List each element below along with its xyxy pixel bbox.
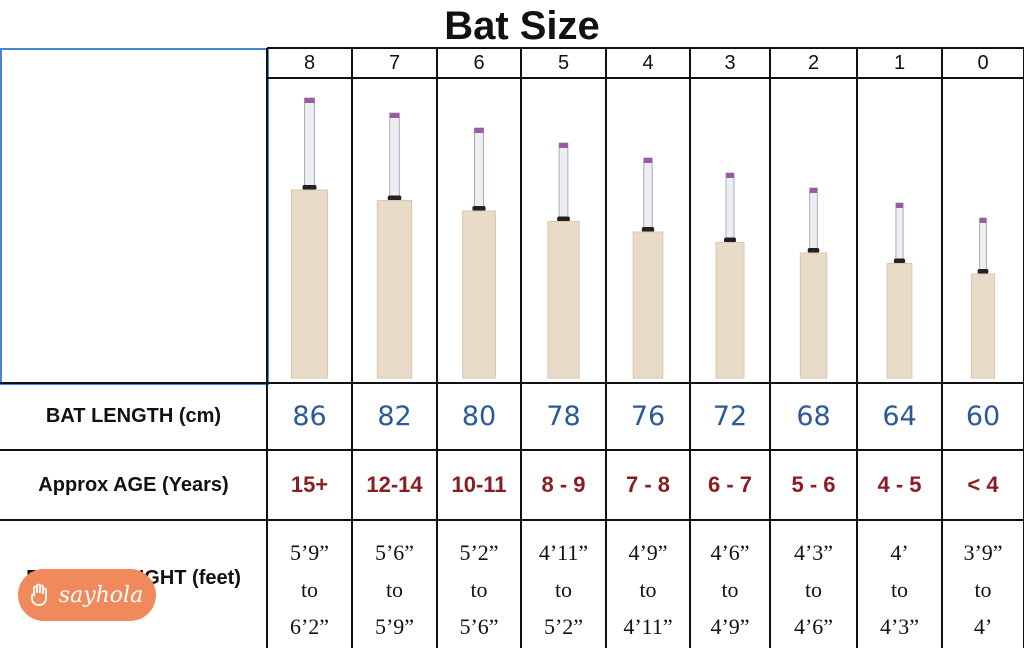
size-header: 5 <box>557 51 570 74</box>
bat-image <box>376 112 413 379</box>
age-cell: 4 - 5 <box>877 472 922 497</box>
height-text: to <box>470 577 488 602</box>
height-text: 5’6” <box>459 614 499 639</box>
height-text: 4’9” <box>710 614 750 639</box>
height-cell: 4’9” to 4’11” <box>606 520 690 650</box>
bat-image <box>632 157 664 379</box>
height-text: 4’6” <box>793 614 834 639</box>
height-cell: 4’ to 4’3” <box>857 520 942 650</box>
bat-image <box>715 172 745 379</box>
height-text: to <box>890 577 909 602</box>
grid-line <box>267 77 1024 79</box>
grid-line <box>267 47 1024 49</box>
height-text: to <box>639 577 657 602</box>
height-cell: 5’6” to 5’9” <box>352 520 437 650</box>
title: Bat Size <box>444 4 600 48</box>
length-cell: 86 <box>292 401 327 432</box>
height-text: 4’11” <box>623 614 673 639</box>
bat-image <box>970 217 996 379</box>
grid-line <box>941 48 943 648</box>
page: Bat Size (() => { const data = JSON.pars… <box>0 4 1024 648</box>
height-text: 5’2” <box>543 614 584 639</box>
height-cell: 5’9” to 6’2” <box>267 520 352 650</box>
height-text: to <box>300 577 319 602</box>
height-cell: 3’9” to 4’ <box>942 520 1024 650</box>
height-text: 4’6” <box>710 540 750 565</box>
height-text: 4’9” <box>628 540 668 565</box>
bat-image <box>799 187 828 379</box>
age-cell: 10-11 <box>451 472 507 497</box>
length-cell: 68 <box>796 401 831 432</box>
size-header: 2 <box>807 51 820 74</box>
grid-line <box>0 382 1024 384</box>
age-cell: < 4 <box>967 472 999 497</box>
age-cell: 8 - 9 <box>541 472 586 497</box>
size-header: 4 <box>642 51 654 74</box>
height-text: to <box>554 577 573 602</box>
height-text: to <box>974 577 992 602</box>
grid-line <box>520 48 522 648</box>
height-text: 3’9” <box>963 540 1003 565</box>
grid-line <box>351 48 353 648</box>
height-text: 5’9” <box>374 614 415 639</box>
height-text: 5’9” <box>289 540 330 565</box>
hand-icon <box>30 583 47 606</box>
grid-line <box>0 449 1024 451</box>
height-text: to <box>385 577 404 602</box>
height-text: 4’ <box>973 614 993 639</box>
height-cell: 5’2” to 5’6” <box>437 520 521 650</box>
size-header: 8 <box>303 51 316 74</box>
size-header: 6 <box>473 51 485 74</box>
age-cell: 6 - 7 <box>707 472 753 497</box>
row-label: Approx AGE (Years) <box>38 473 229 496</box>
selected-cell[interactable] <box>0 48 269 385</box>
height-text: 4’3” <box>793 540 834 565</box>
size-header: 1 <box>893 51 906 74</box>
height-text: to <box>721 577 739 602</box>
bat-image <box>462 127 496 379</box>
size-header: 0 <box>977 51 989 74</box>
grid-line <box>856 48 858 648</box>
height-text: to <box>804 577 823 602</box>
length-cell: 76 <box>630 401 666 432</box>
length-cell: 64 <box>882 401 917 432</box>
height-text: 4’3” <box>879 614 920 639</box>
height-cell: 4’3” to 4’6” <box>770 520 857 650</box>
length-cell: 82 <box>377 401 412 432</box>
age-cell: 12-14 <box>366 472 423 497</box>
height-text: 4’ <box>890 540 909 565</box>
age-cell: 15+ <box>290 472 329 497</box>
height-text: 4’11” <box>538 540 589 565</box>
length-cell: 60 <box>965 401 1001 432</box>
length-cell: 80 <box>461 401 497 432</box>
grid-line <box>266 48 268 648</box>
grid-line <box>436 48 438 648</box>
grid-line <box>0 519 1024 521</box>
bat-image <box>547 142 580 379</box>
height-cell: 4’6” to 4’9” <box>690 520 770 650</box>
badge[interactable]: sayhola <box>18 569 156 621</box>
grid-line <box>689 48 691 648</box>
height-text: 6’2” <box>289 614 330 639</box>
bat-image <box>291 97 328 379</box>
row-label: BAT LENGTH (cm) <box>45 405 222 427</box>
height-text: 5’6” <box>374 540 415 565</box>
length-cell: 72 <box>712 401 748 432</box>
height-text: 5’2” <box>459 540 499 565</box>
size-header: 7 <box>388 51 401 74</box>
badge-text: sayhola <box>58 582 144 608</box>
height-cell: 4’11” to 5’2” <box>521 520 606 650</box>
bat-image <box>886 202 913 379</box>
length-cell: 78 <box>546 401 581 432</box>
age-cell: 7 - 8 <box>625 472 671 497</box>
grid-line <box>769 48 771 648</box>
age-cell: 5 - 6 <box>791 472 836 497</box>
grid-line <box>605 48 607 648</box>
size-header: 3 <box>724 51 736 74</box>
